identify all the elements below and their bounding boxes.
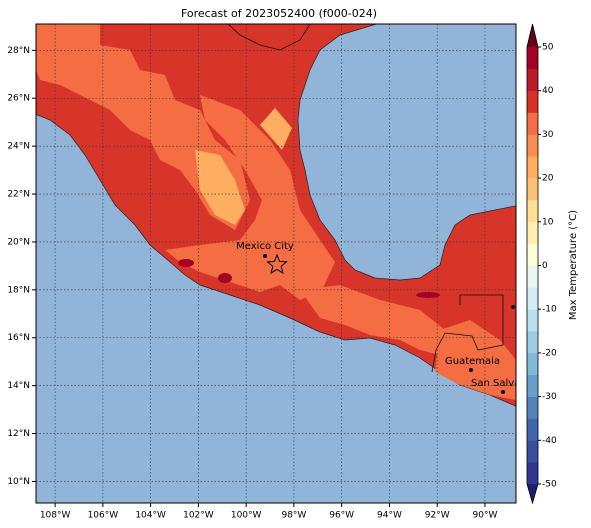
colorbar-segment [527,374,538,397]
colorbar-segment [527,221,538,244]
very-hot-patch [218,273,232,283]
warm-region [36,24,250,230]
colorbar-tick-label: -50 [542,480,557,490]
x-tick-label: 92°W [425,511,450,521]
colorbar-tick-label: -10 [542,305,557,315]
warm-region [435,320,516,400]
colorbar-tick-label: 10 [542,217,554,227]
colorbar-segment [527,331,538,354]
colorbar-tick-label: -40 [542,436,557,446]
x-tick-label: 98°W [281,511,306,521]
x-tick-label: 90°W [473,511,498,521]
city-dot [263,254,267,258]
colorbar-tick-label: 40 [542,86,554,96]
very-hot-patch [416,292,440,298]
colorbar-segment [527,156,538,179]
colorbar-segment [527,243,538,266]
warm-region [300,285,445,355]
y-tick-label: 10°N [7,477,30,487]
colorbar-label: Max Temperature (°C) [568,210,579,320]
graticule [36,24,516,503]
colorbar-segment [527,47,538,70]
y-tick-label: 20°N [7,237,30,247]
y-tick-label: 22°N [7,190,30,200]
colorbar-segment [527,265,538,288]
star-marker [266,253,288,275]
colorbar-tick-label: 50 [542,43,554,53]
border [227,24,504,373]
x-tick-label: 96°W [329,511,354,521]
y-tick-label: 12°N [7,429,30,439]
colorbar-extend-min [527,484,538,503]
y-tick-label: 28°N [7,46,30,56]
city-dot [511,305,515,309]
y-tick-label: 14°N [7,381,30,391]
warm-region [165,95,335,300]
colorbar-segment [527,90,538,113]
colorbar-segment [527,462,538,485]
colorbar-segment [527,287,538,310]
y-tick-label: 18°N [7,285,30,295]
chart-title: Forecast of 2023052400 (f000-024) [181,7,377,20]
city-label: Mexico City [236,241,294,252]
y-tick-label: 26°N [7,94,30,104]
colorbar-segment [527,199,538,223]
colorbar-extend-max [527,24,538,47]
colorbar-segment [527,178,538,201]
x-tick-label: 104°W [135,511,166,521]
colorbar-tick-label: -20 [542,348,557,358]
colorbar-segment [527,112,538,135]
y-tick-label: 24°N [7,142,30,152]
colorbar-segment [527,309,538,332]
x-tick-label: 108°W [40,511,71,521]
x-tick-label: 100°W [231,511,262,521]
colorbar-segment [527,440,538,463]
city-dot [501,390,505,394]
colorbar-segment [527,68,538,91]
x-tick-label: 94°W [377,511,402,521]
colorbar: -50 -40 -30 -20 -10 0 10 20 30 40 50 Max Temperatur… [526,23,579,505]
very-hot-patch [178,259,194,267]
colorbar-tick-label: 20 [542,174,554,184]
map-area: Mexico City Guatemala San Salvador [36,24,538,503]
colorbar-segment [527,134,538,157]
colorbar-segment [527,352,538,376]
hot-region [195,108,292,225]
city-label: Guatemala [445,356,500,367]
y-tick-label: 16°N [7,333,30,343]
colorbar-segment [527,396,538,419]
x-tick-label: 102°W [183,511,214,521]
colorbar-tick-label: 0 [542,261,548,271]
city-dot [469,368,473,372]
map-frame [35,23,517,504]
colorbar-tick-label: -30 [542,392,557,402]
x-tick-label: 106°W [88,511,119,521]
colorbar-tick-label: 30 [542,130,554,140]
city-label: San Salvador [471,378,538,389]
colorbar-segment [527,418,538,441]
